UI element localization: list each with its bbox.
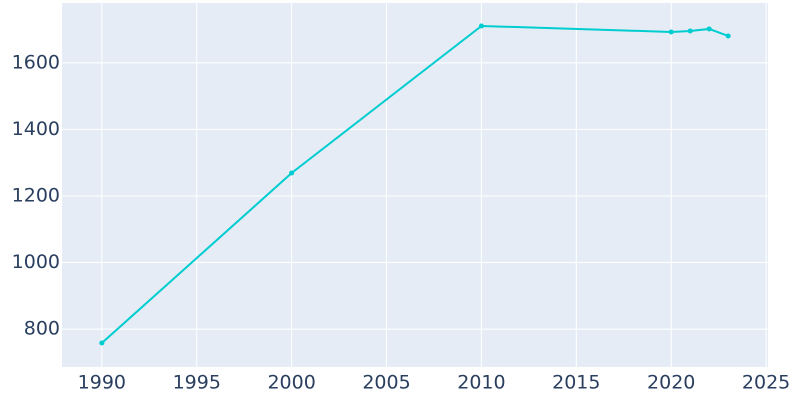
x-tick-label: 2000 xyxy=(267,372,315,394)
point xyxy=(99,340,105,346)
point xyxy=(725,33,731,39)
plot-area xyxy=(62,3,768,367)
x-tick-label: 1990 xyxy=(78,372,126,394)
x-tick-label: 2005 xyxy=(362,372,410,394)
y-tick-label: 800 xyxy=(24,318,60,340)
point xyxy=(668,29,674,35)
point xyxy=(706,26,712,32)
x-tick-label: 1995 xyxy=(173,372,221,394)
y-tick-label: 1000 xyxy=(12,251,60,273)
y-tick-label: 1600 xyxy=(12,51,60,73)
y-tick-label: 1400 xyxy=(12,118,60,140)
point xyxy=(478,23,484,29)
x-tick-label: 2010 xyxy=(457,372,505,394)
y-tick-label: 1200 xyxy=(12,184,60,206)
x-tick-label: 2020 xyxy=(647,372,695,394)
point xyxy=(687,28,693,34)
x-tick-label: 2015 xyxy=(552,372,600,394)
x-tick-label: 2025 xyxy=(742,372,790,394)
point xyxy=(289,170,295,176)
